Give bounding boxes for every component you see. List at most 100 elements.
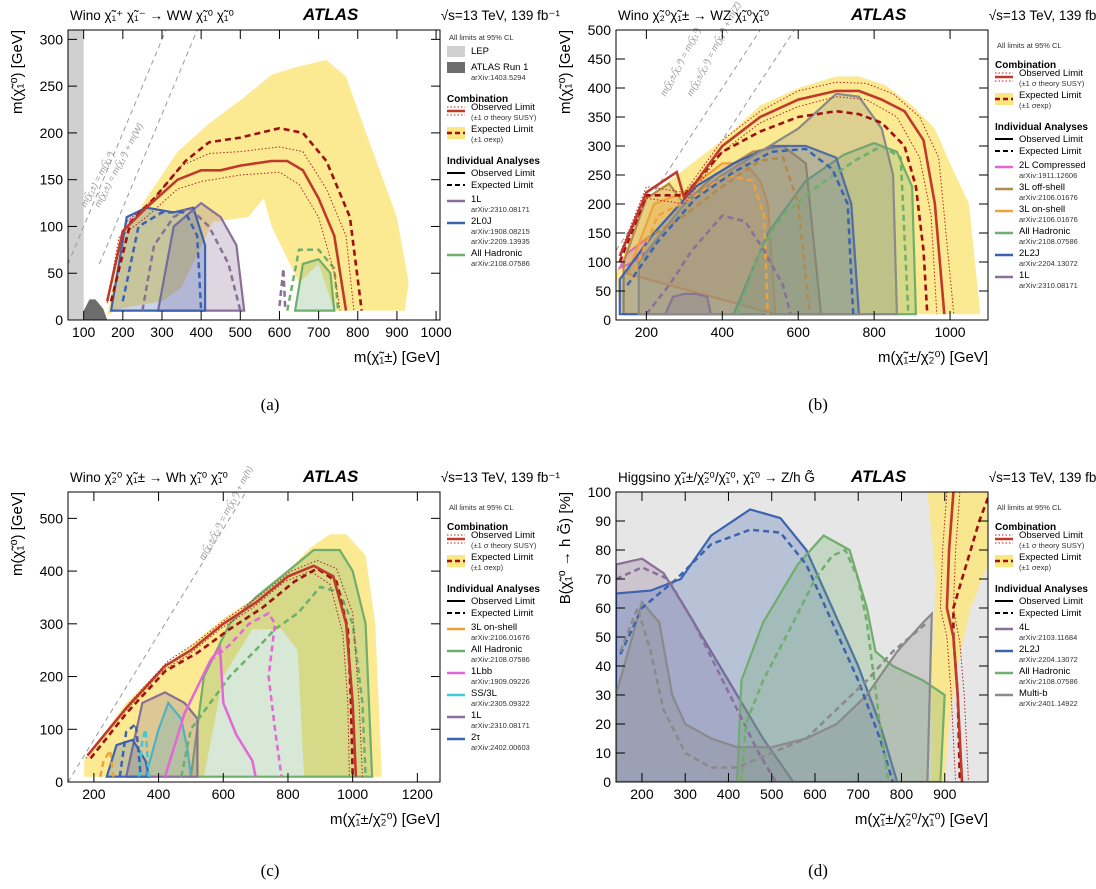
legend-label: Multi-b	[1019, 688, 1048, 699]
y-tick-label: 90	[595, 513, 611, 529]
process-header: Wino χ̃₂⁰ χ̃₁± → Wh χ̃₁⁰ χ̃₁⁰	[70, 470, 228, 485]
legend-heading: Individual Analyses	[447, 156, 540, 167]
analysis-expected-line	[645, 156, 811, 315]
observed-limit-down	[619, 96, 938, 315]
legend-sublabel: (±1 σexp)	[471, 563, 504, 572]
x-tick-label: 400	[189, 324, 213, 340]
y-tick-label: 300	[40, 31, 64, 47]
y-tick-label: 300	[588, 138, 612, 154]
legend-label: Observed Limit	[1019, 530, 1083, 541]
plot-frame	[67, 491, 441, 783]
legend-label: ATLAS Run 1	[471, 62, 528, 73]
analysis-region	[735, 534, 946, 782]
y-tick-label: 60	[595, 600, 611, 616]
y-axis-label: m(χ̃₁⁰) [GeV]	[557, 30, 574, 114]
run1-region	[83, 299, 108, 320]
legend-sublabel: arXiv:2310.08171	[471, 205, 530, 214]
process-header: Wino χ̃₁⁺ χ̃₁⁻ → WW χ̃₁⁰ χ̃₁⁰	[70, 8, 234, 23]
legend-label: 1L	[471, 710, 482, 721]
plot-frame	[67, 29, 441, 321]
legend-label: All Hadronic	[471, 248, 522, 259]
y-tick-label: 50	[595, 629, 611, 645]
legend-heading: Individual Analyses	[995, 122, 1088, 133]
legend-label: Expected Limit	[1019, 146, 1082, 157]
legend-label: 2L0J	[471, 216, 492, 227]
legend-sublabel: arXiv:1403.5294	[471, 73, 526, 82]
y-axis-label: m(χ̃₁⁰) [GeV]	[9, 492, 26, 576]
x-tick-label: 800	[890, 786, 914, 802]
diagonal-line	[98, 30, 198, 265]
observed-limit-down	[106, 171, 341, 311]
legend-sublabel: arXiv:2401.14922	[1019, 699, 1078, 708]
diagonal-line	[68, 492, 247, 782]
background-region	[616, 492, 988, 782]
legend-label: 3L on-shell	[471, 622, 517, 633]
legend-label: Observed Limit	[1019, 596, 1083, 607]
legend-sublabel: arXiv:2103.11684	[1019, 633, 1077, 642]
analysis-observed-line	[163, 643, 257, 778]
x-tick-label: 900	[933, 786, 957, 802]
process-header: Higgsino χ̃₁±/χ̃₂⁰/χ̃₁⁰, χ̃₁⁰ → Z/h G̃	[618, 470, 815, 485]
y-tick-label: 70	[595, 571, 611, 587]
legend-label: 2τ	[471, 732, 480, 743]
y-tick-label: 150	[40, 172, 64, 188]
energy-label: √s=13 TeV, 139 fb⁻¹	[441, 8, 561, 23]
legend-sublabel: arXiv:2106.01676	[1019, 215, 1078, 224]
chart-panel-3: m(χ̃₁±/χ̃₂⁰) = m(χ̃₁⁰) + m(h)200 400 600 80…	[9, 464, 561, 880]
legend-sublabel: (±1 σexp)	[471, 135, 504, 144]
legend-sublabel: arXiv:2204.13072	[1019, 655, 1078, 664]
x-tick-label: 200	[630, 786, 654, 802]
legend-sublabel: (±1 σ theory SUSY)	[1019, 541, 1085, 550]
legend-sublabel: arXiv:2108.07586	[471, 655, 530, 664]
legend-heading: Combination	[447, 522, 508, 533]
atlas-label: ATLAS	[302, 5, 359, 24]
legend-sublabel: arXiv:2310.08171	[471, 721, 530, 730]
legend-label: Expected Limit	[1019, 552, 1082, 563]
panel-caption: (a)	[261, 395, 280, 414]
legend-sublabel: (±1 σ theory SUSY)	[471, 113, 537, 122]
analysis-region	[156, 201, 246, 312]
legend-heading: Combination	[995, 60, 1056, 71]
x-tick-label: 400	[147, 786, 171, 802]
y-tick-label: 400	[40, 563, 64, 579]
y-tick-label: 100	[588, 484, 612, 500]
legend-sublabel: arXiv:2402.00603	[471, 743, 530, 752]
analysis-expected-line	[626, 147, 855, 315]
legend-sublabel: (±1 σexp)	[1019, 101, 1052, 110]
x-tick-label: 1000	[421, 324, 452, 340]
y-tick-label: 100	[40, 218, 64, 234]
cl-note: All limits at 95% CL	[997, 503, 1062, 512]
y-tick-label: 450	[588, 51, 612, 67]
analysis-expected-line	[118, 721, 143, 777]
analysis-expected-line	[137, 728, 151, 777]
diagonal-line	[68, 30, 167, 265]
x-tick-label: 600	[803, 786, 827, 802]
analysis-expected-line	[616, 566, 778, 782]
x-tick-label: 300	[674, 786, 698, 802]
y-tick-label: 100	[40, 721, 64, 737]
x-tick-label: 700	[307, 324, 331, 340]
cl-note: All limits at 95% CL	[997, 41, 1062, 50]
analysis-region	[124, 691, 199, 778]
x-tick-label: 500	[229, 324, 253, 340]
legend-sublabel: arXiv:2204.13072	[1019, 259, 1078, 268]
legend-label: Expected Limit	[1019, 608, 1082, 619]
analysis-region	[616, 508, 899, 782]
y-axis-label: B(χ̃₁⁰ → h G̃) [%]	[557, 492, 574, 604]
legend-sublabel: arXiv:2106.01676	[1019, 193, 1078, 202]
cl-note: All limits at 95% CL	[449, 33, 514, 42]
y-tick-label: 500	[588, 22, 612, 38]
analysis-region	[732, 141, 918, 316]
combined-expected-band	[927, 492, 988, 782]
y-tick-label: 10	[595, 745, 611, 761]
combined-expected-band	[616, 76, 981, 315]
observed-limit-up	[90, 559, 363, 777]
y-tick-label: 350	[588, 109, 612, 125]
legend-label: Observed Limit	[1019, 68, 1083, 79]
y-tick-label: 20	[595, 716, 611, 732]
y-tick-label: 40	[595, 658, 611, 674]
legend-heading: Combination	[447, 94, 508, 105]
observed-limit-up	[952, 492, 969, 782]
process-header: Wino χ̃₂⁰χ̃₁± → WZ χ̃₁⁰χ̃₁⁰	[618, 8, 770, 23]
x-tick-label: 200	[635, 324, 659, 340]
